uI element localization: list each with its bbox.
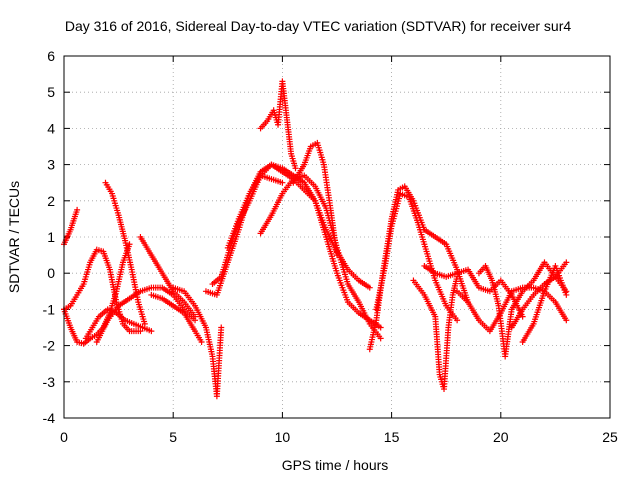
series-pass9 [170,284,225,400]
data-point [366,284,373,291]
y-tick-label: 2 [47,193,55,209]
data-point [563,259,570,266]
data-point [519,313,526,320]
series-pass13 [257,78,299,172]
y-tick-label: -3 [43,374,56,390]
series-pass8 [148,291,205,345]
data-point [126,241,133,248]
y-tick-label: -1 [43,301,56,317]
x-tick-label: 0 [60,429,68,445]
series-pass15 [290,139,340,259]
y-tick-label: 1 [47,229,55,245]
data-point [377,335,384,342]
data-point [192,313,199,320]
x-tick-label: 15 [384,429,400,445]
x-tick-label: 20 [493,429,509,445]
tick-layer: -4 -3 -2 -1 0 1 2 3 4 5 6 0 5 10 15 20 25 [43,48,618,445]
y-tick-label: 6 [47,48,55,64]
data-point [74,206,81,213]
series-pass4 [102,179,148,327]
data-point [218,324,225,331]
y-tick-label: 4 [47,120,55,136]
series-pass18 [410,273,461,393]
series-pass14 [257,172,384,342]
data-point [563,317,570,324]
y-tick-label: 3 [47,157,55,173]
x-tick-label: 5 [169,429,177,445]
data-point [563,291,570,298]
x-tick-label: 10 [275,429,291,445]
data-layer [61,78,570,400]
y-tick-label: -2 [43,338,56,354]
x-axis-label: GPS time / hours [282,457,389,473]
data-point [454,317,461,324]
y-tick-label: -4 [43,410,56,426]
data-point [292,165,299,172]
x-tick-label: 25 [602,429,618,445]
data-point [279,179,286,186]
chart-title: Day 316 of 2016, Sidereal Day-to-day VTE… [65,18,571,34]
data-point [148,328,155,335]
series-pass6 [93,284,199,345]
series-pass23 [519,262,570,345]
plot-frame [63,55,611,419]
y-axis-label: SDTVAR / TECUs [6,181,22,293]
series-pass21 [475,259,570,360]
data-point [334,252,340,259]
series-pass7 [137,234,199,320]
data-point [198,338,205,345]
y-tick-label: 5 [47,84,55,100]
y-tick-label: 0 [47,265,55,281]
data-point [377,324,384,331]
series-pass3 [61,246,144,335]
